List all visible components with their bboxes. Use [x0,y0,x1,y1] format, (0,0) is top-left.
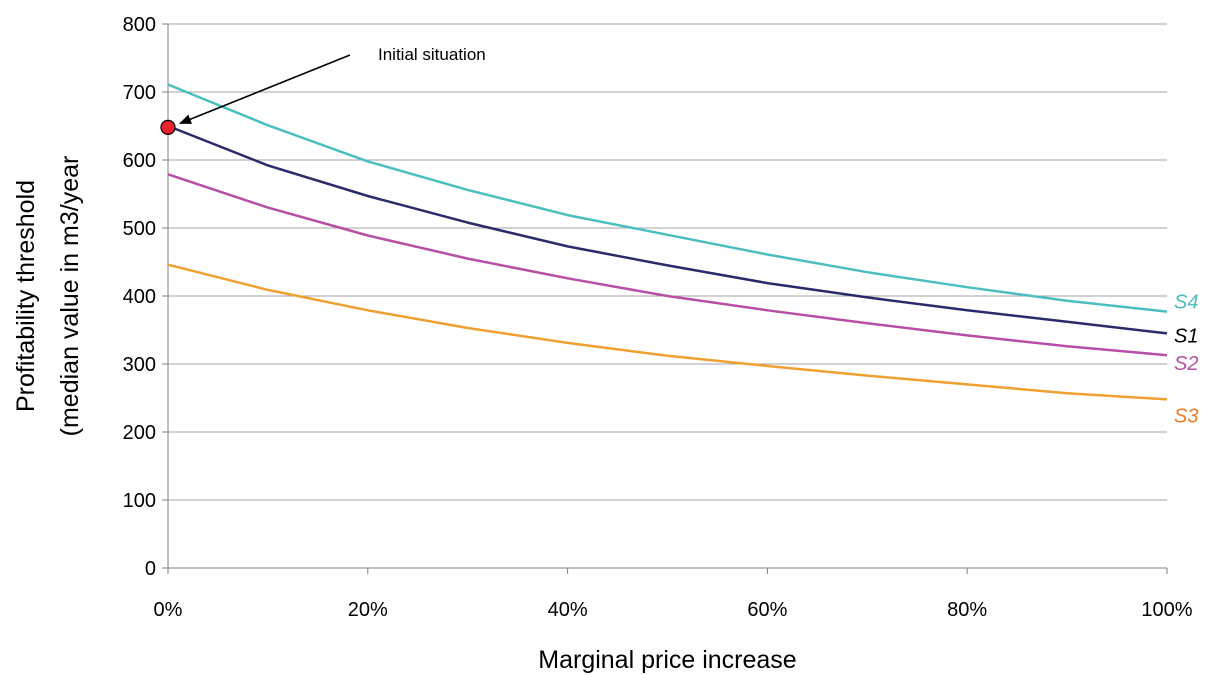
y-tick-label: 600 [123,150,156,172]
series-line-s3 [167,263,1168,401]
y-tick-label: 0 [145,558,156,580]
series-line-s2 [167,173,1168,357]
y-tick-label: 300 [123,354,156,376]
annotation: Initial situation [160,45,486,135]
series-label-s2: S2 [1174,353,1198,375]
annotation-label: Initial situation [378,45,486,64]
axes [162,23,1168,574]
series-line-s4 [167,83,1168,313]
initial-situation-marker [160,119,176,135]
series-label-s1: S1 [1174,325,1198,347]
x-axis-title: Marginal price increase [538,646,796,674]
y-axis-title-line2: (median value in m3/year [56,156,84,437]
y-tick-label: 100 [123,490,156,512]
y-tick-label: 800 [123,14,156,36]
series-labels: S4 S1 S2 S3 [1174,292,1198,428]
series-label-s3: S3 [1174,405,1198,427]
y-tick-label: 200 [123,422,156,444]
x-tick-label: 0% [154,599,183,621]
x-tick-label: 100% [1141,599,1192,621]
series-lines [167,83,1168,401]
x-tick-label: 20% [348,599,388,621]
y-tick-labels: 0 100 200 300 400 500 600 700 800 [123,14,156,580]
x-tick-label: 80% [947,599,987,621]
y-tick-label: 700 [123,82,156,104]
gridlines [168,23,1167,501]
series-line-s1 [167,124,1168,335]
y-tick-label: 400 [123,286,156,308]
y-tick-label: 500 [123,218,156,240]
x-tick-label: 60% [747,599,787,621]
annotation-arrow [179,54,351,125]
y-axis-title-line1: Profitability threshold [12,180,40,412]
x-tick-label: 40% [548,599,588,621]
series-label-s4: S4 [1174,292,1198,314]
x-tick-labels: 0% 20% 40% 60% 80% 100% [154,599,1193,621]
